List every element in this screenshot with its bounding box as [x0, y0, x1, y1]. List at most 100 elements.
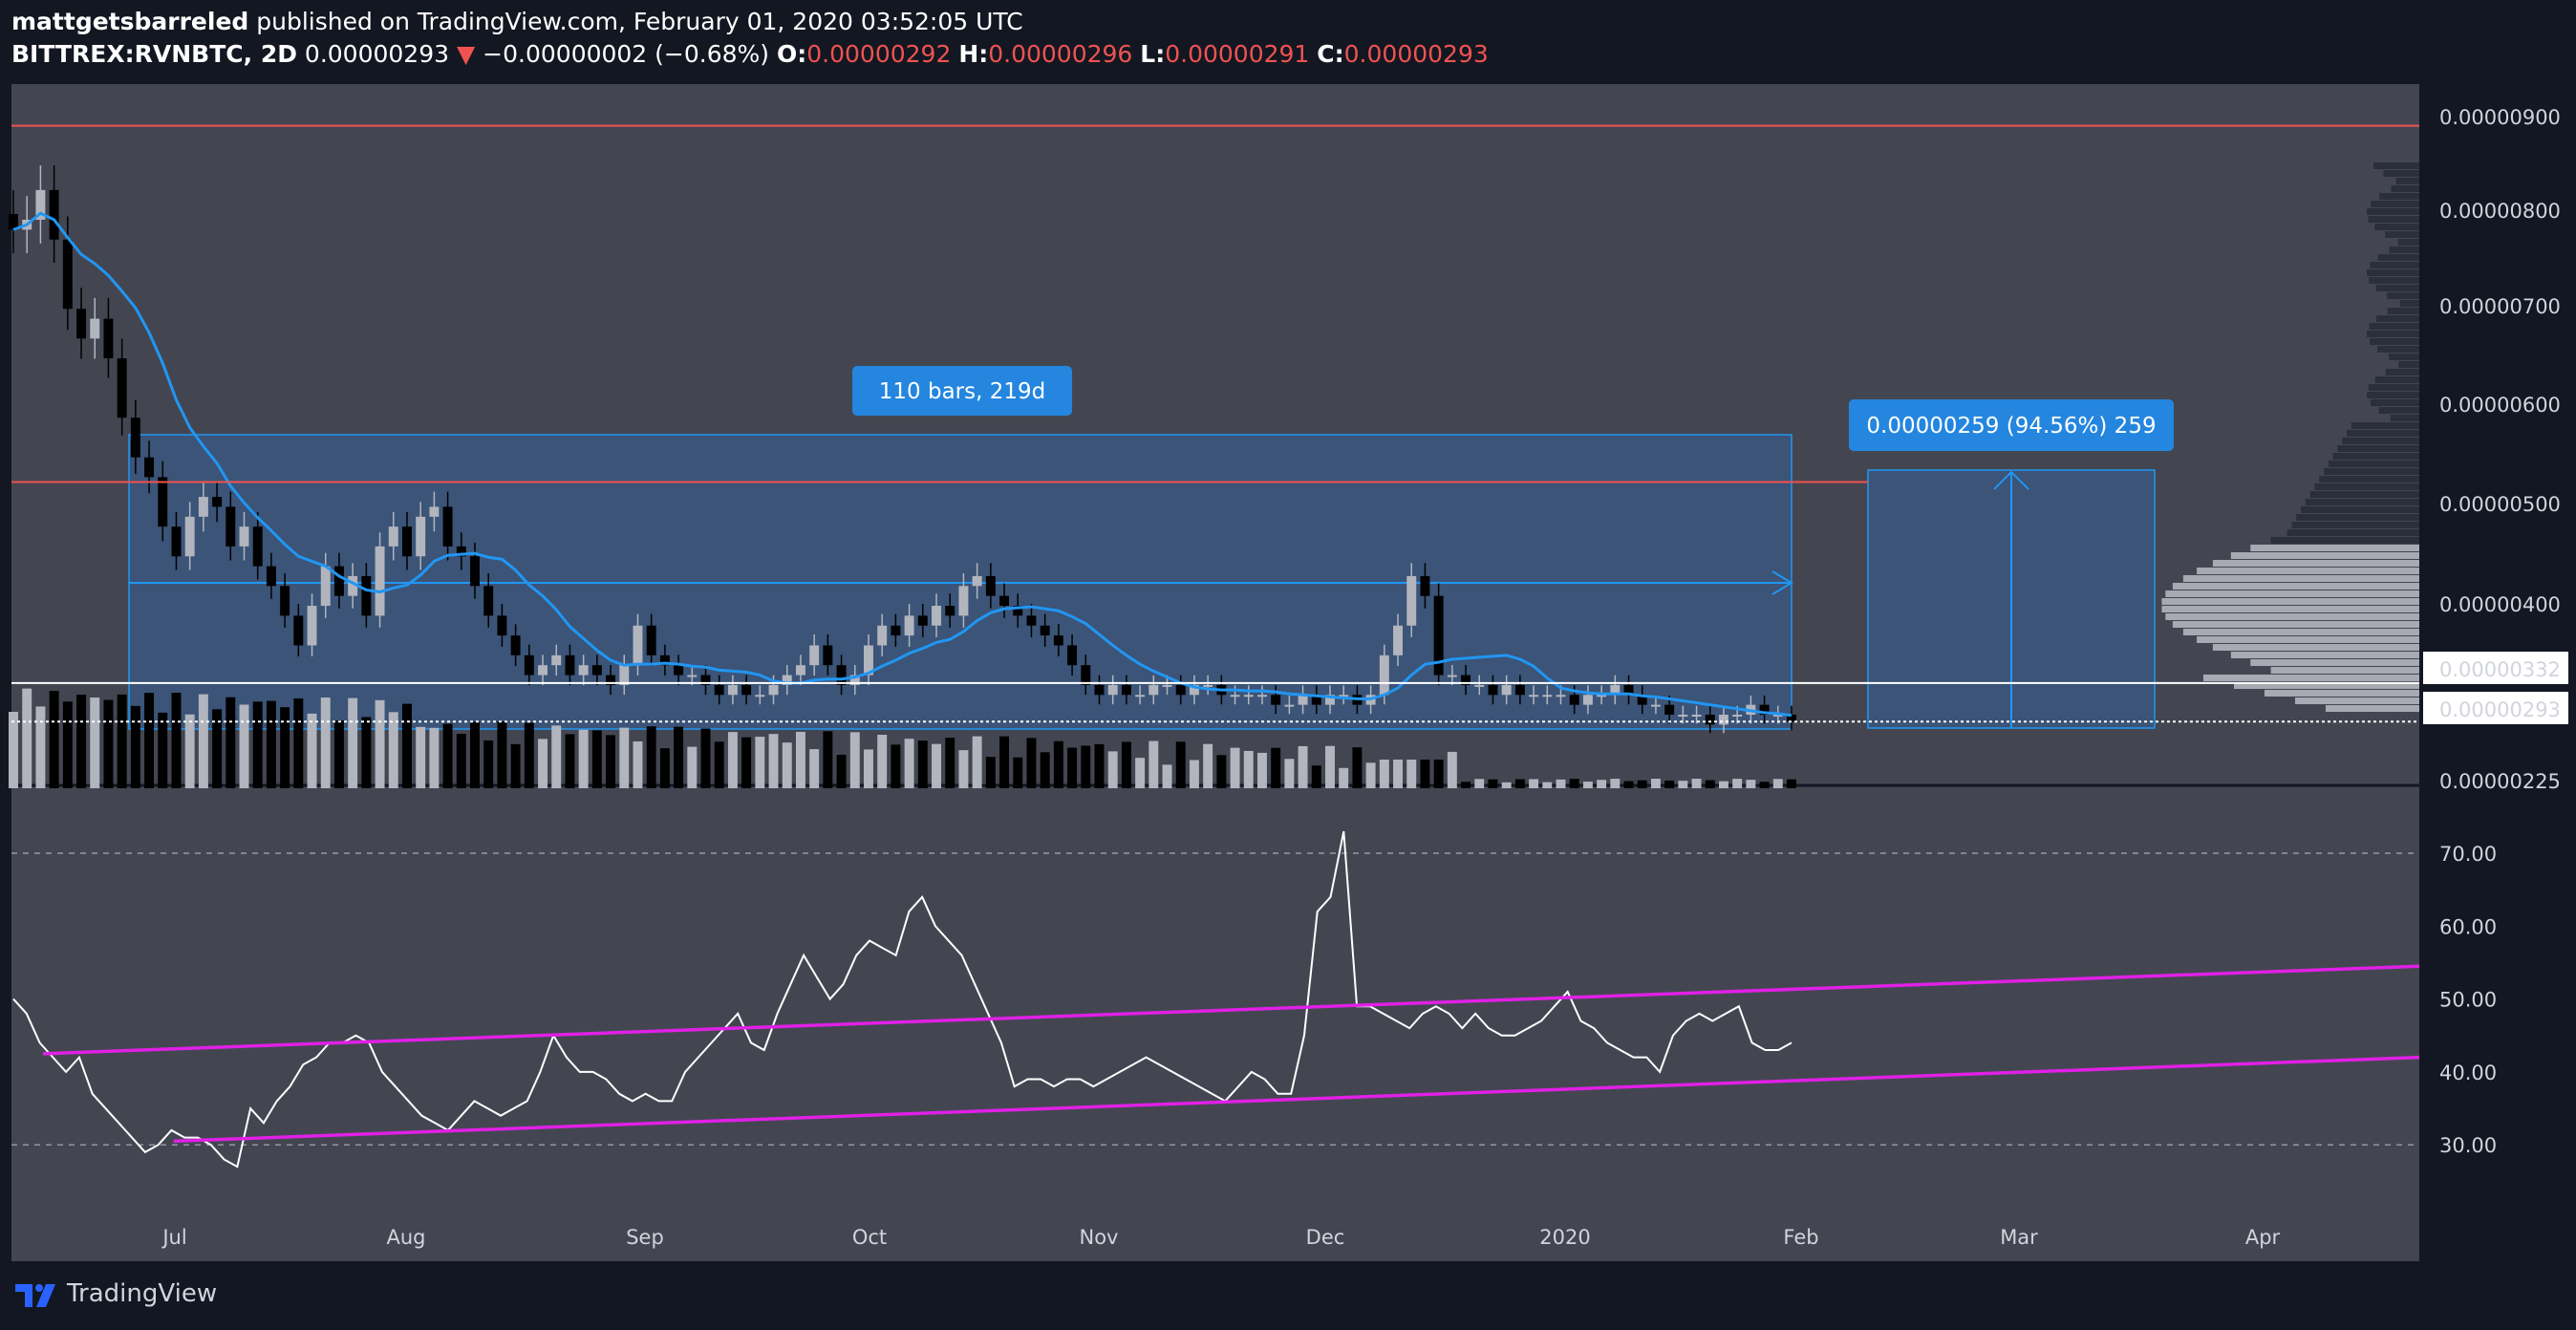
- candle-body: [497, 615, 507, 636]
- candle-body: [184, 516, 195, 557]
- symbol-name[interactable]: BITTREX:RVNBTC, 2D: [11, 40, 297, 68]
- volume-bar: [741, 737, 752, 788]
- open-value: 0.00000292: [806, 40, 952, 68]
- tradingview-brand[interactable]: TradingView: [67, 1279, 218, 1308]
- candle-body: [809, 645, 820, 666]
- profile-row: [2390, 415, 2419, 421]
- volume-bar: [795, 731, 805, 788]
- volume-bar: [1162, 764, 1172, 788]
- candle-body: [1298, 695, 1308, 705]
- candle-body: [823, 645, 833, 666]
- candle-body: [1582, 695, 1593, 705]
- profile-row: [2332, 453, 2419, 460]
- volume-bar: [1067, 747, 1078, 788]
- volume-bar: [49, 691, 59, 788]
- price-label-box: [2423, 652, 2568, 684]
- volume-bar: [809, 749, 820, 788]
- candle-body: [1474, 684, 1485, 687]
- volume-bar: [551, 725, 562, 788]
- volume-bar: [1189, 760, 1199, 788]
- candle-body: [591, 665, 602, 676]
- volume-profile: [2161, 162, 2419, 712]
- volume-bar: [348, 697, 358, 788]
- profile-row: [2385, 231, 2419, 238]
- date-range-highlight: [128, 434, 1793, 730]
- profile-row: [2182, 629, 2419, 635]
- volume-bar: [1610, 779, 1621, 788]
- profile-row: [2342, 438, 2419, 444]
- volume-bar: [144, 693, 155, 788]
- candle-body: [307, 606, 317, 646]
- volume-bar: [320, 697, 331, 788]
- candle-body: [1026, 615, 1037, 626]
- volume-bar: [1420, 760, 1430, 788]
- candle-body: [144, 457, 155, 478]
- price-tick-label: 0.00000225: [2439, 770, 2561, 793]
- volume-bar: [1678, 781, 1688, 788]
- candle-body: [1067, 645, 1078, 666]
- candle-body: [1420, 575, 1430, 596]
- candle-body: [1271, 695, 1281, 705]
- volume-bar: [877, 735, 888, 788]
- profile-row: [2182, 575, 2419, 582]
- candle-body: [483, 586, 494, 616]
- candle-body: [674, 665, 684, 676]
- footer-bar: [0, 1263, 2576, 1330]
- volume-bar: [1311, 765, 1321, 788]
- profile-row: [2399, 300, 2419, 307]
- publish-info: mattgetsbarreled published on TradingVie…: [11, 8, 1023, 35]
- volume-bars: [9, 688, 1796, 788]
- volume-bar: [1529, 779, 1539, 788]
- author-name[interactable]: mattgetsbarreled: [11, 8, 249, 35]
- volume-bar: [198, 694, 208, 788]
- profile-row: [2326, 705, 2419, 712]
- time-tick-label: Feb: [1783, 1226, 1818, 1249]
- volume-bar: [1203, 743, 1213, 788]
- price-axis[interactable]: 0.00000900 0.00000800 0.00000700 0.00000600…: [2423, 106, 2568, 1157]
- profile-row: [2387, 292, 2419, 299]
- profile-row: [2370, 399, 2419, 406]
- volume-bar: [1284, 759, 1295, 788]
- time-tick-label: Mar: [2000, 1226, 2038, 1249]
- profile-row: [2296, 514, 2419, 521]
- candle-body: [90, 318, 100, 339]
- tradingview-logo-icon[interactable]: [13, 1278, 61, 1313]
- candle-body: [1637, 695, 1647, 705]
- candle-body: [1107, 684, 1118, 696]
- candle-body: [117, 358, 127, 418]
- profile-row: [2165, 613, 2419, 620]
- time-tick-label: Jul: [161, 1226, 186, 1249]
- profile-row: [2369, 323, 2419, 330]
- candle-body: [171, 526, 182, 557]
- time-axis[interactable]: Jul Aug Sep Oct Nov Dec 2020 Feb Mar Apr: [161, 1226, 2280, 1249]
- candle-body: [1678, 715, 1688, 717]
- profile-row: [2383, 170, 2419, 177]
- candle-body: [442, 506, 453, 547]
- candle-body: [225, 506, 236, 547]
- volume-bar: [1365, 762, 1376, 788]
- volume-bar: [1732, 779, 1743, 788]
- range-label-text: 110 bars, 219d: [879, 379, 1045, 404]
- volume-bar: [483, 740, 494, 788]
- profile-row: [2375, 285, 2419, 291]
- volume-bar: [470, 721, 480, 788]
- profile-row: [2161, 598, 2419, 605]
- candle-body: [565, 654, 575, 676]
- rsi-channel-upper: [42, 964, 2420, 1056]
- price-tick-label: 0.00000700: [2439, 295, 2561, 318]
- volume-bar: [755, 737, 765, 788]
- candle-body: [103, 318, 114, 359]
- volume-bar: [225, 697, 236, 788]
- time-tick-label: Nov: [1080, 1226, 1119, 1249]
- candle-body: [768, 684, 779, 696]
- profile-row: [2270, 667, 2419, 674]
- candle-body: [578, 665, 589, 676]
- moving-average: [12, 211, 1792, 718]
- price-tick-label: 0.00000800: [2439, 200, 2561, 223]
- volume-bar: [1175, 741, 1186, 788]
- profile-row: [2230, 552, 2419, 559]
- volume-bar: [1787, 779, 1796, 788]
- candle-body: [659, 654, 670, 666]
- candle-body: [1461, 675, 1471, 685]
